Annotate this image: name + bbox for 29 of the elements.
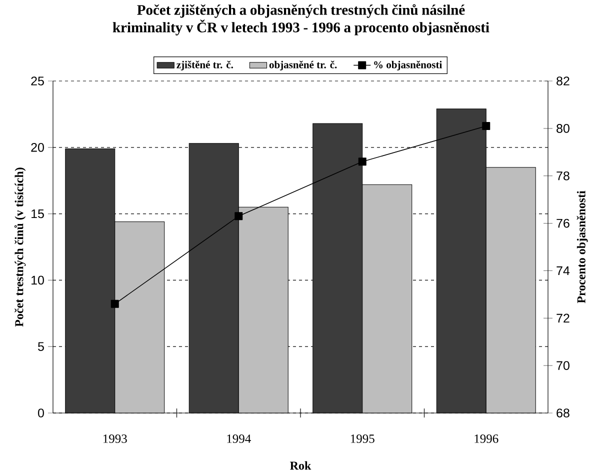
y-axis-title: Počet trestných činů (v tisících): [14, 168, 26, 327]
legend-label: objasněné tr. č.: [269, 60, 337, 70]
chart-title: Počet zjištěných a objasněných trestných činů násilné kriminality v ČR v letech 1993 - 1996 a procento objasněnosti: [112, 4, 490, 36]
y-tick-label: 0: [38, 408, 44, 418]
legend-label: zjištěné tr. č.: [176, 60, 233, 70]
y2-axis-title: Procento objasněnosti: [576, 190, 588, 304]
legend-label: % objasněnosti: [374, 60, 442, 70]
point: [110, 300, 119, 308]
point: [482, 122, 490, 130]
y2-tick-label: 74: [556, 266, 570, 276]
y-tick-label: 15: [32, 209, 44, 218]
x-axis-title: Rok: [290, 461, 312, 470]
point: [234, 212, 243, 220]
y2-tick-label: 72: [556, 314, 570, 323]
y-tick-label: 25: [31, 76, 44, 86]
x-tick-label: 1995: [350, 434, 374, 443]
y2-tick-label: 80: [556, 124, 570, 133]
y-tick-label: 10: [32, 276, 44, 285]
y2-tick-label: 70: [556, 361, 570, 370]
x-tick-label: 1994: [227, 434, 251, 443]
y2-tick-label: 68: [556, 408, 570, 418]
y-tick-label: 5: [38, 342, 44, 351]
y-tick-label: 20: [31, 142, 44, 152]
y2-tick-label: 78: [556, 171, 570, 180]
point: [358, 158, 366, 166]
y2-tick-label: 76: [556, 218, 570, 228]
y2-tick-label: 82: [556, 76, 570, 86]
x-tick-label: 1996: [474, 434, 498, 443]
x-tick-label: 1993: [103, 434, 127, 443]
